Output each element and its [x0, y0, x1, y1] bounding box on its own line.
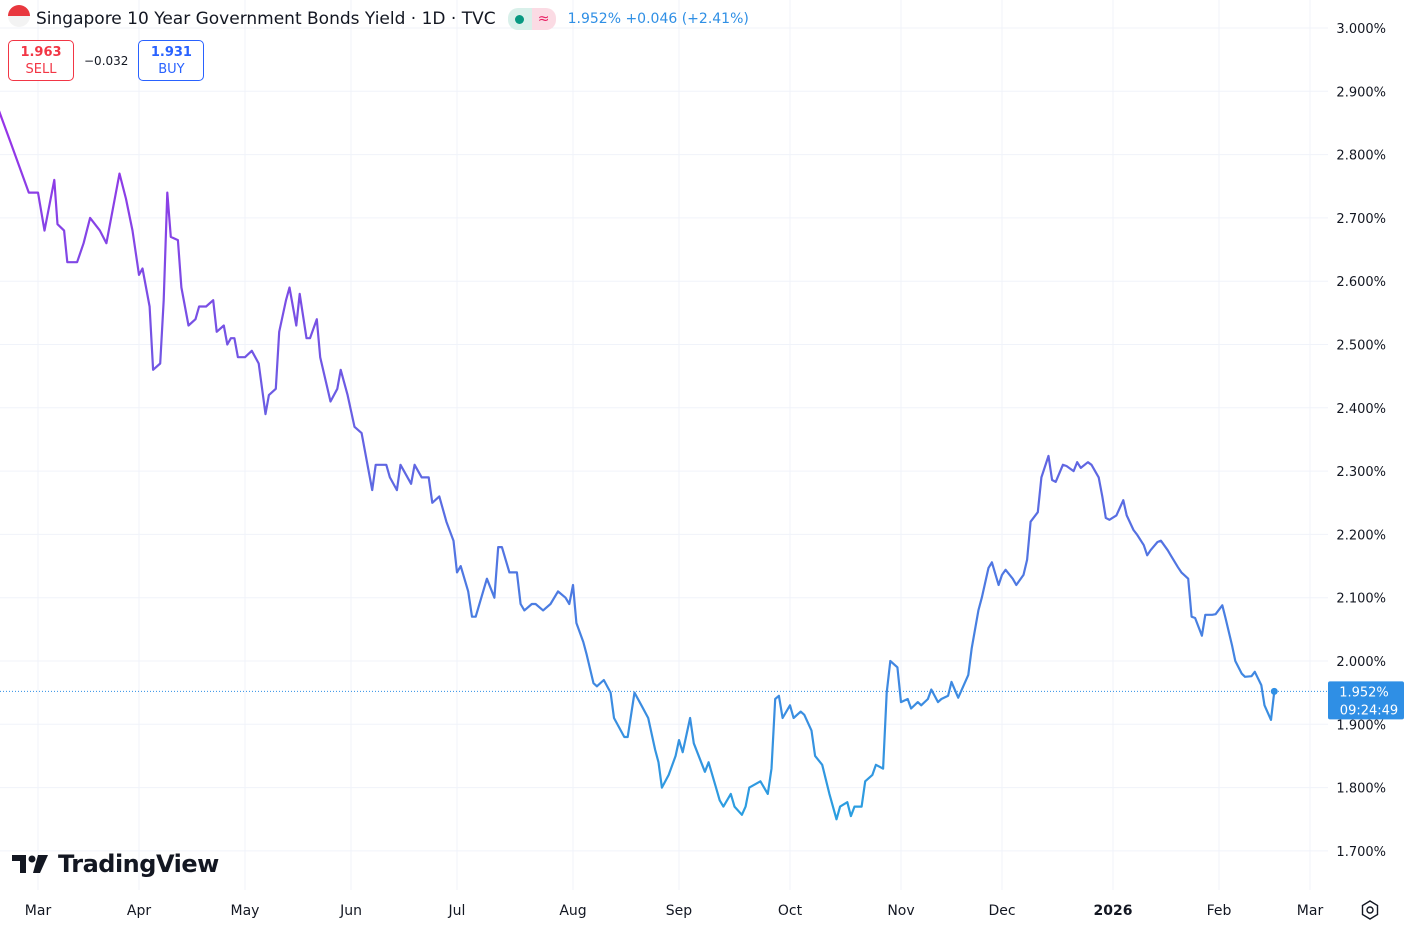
singapore-flag-icon — [8, 5, 30, 27]
sell-price: 1.963 — [20, 44, 62, 60]
x-tick-label: Jun — [339, 903, 362, 919]
symbol-header: Singapore 10 Year Government Bonds Yield… — [8, 5, 749, 30]
y-tick-label: 2.600% — [1336, 275, 1386, 290]
buy-button[interactable]: 1.931 BUY — [138, 40, 205, 81]
status-pill[interactable]: ≈ — [507, 8, 556, 30]
x-tick-label: Feb — [1207, 903, 1232, 919]
x-axis[interactable]: Mar Apr May Jun Jul Aug Sep Oct Nov Dec 2026 Feb Mar — [25, 903, 1324, 919]
x-tick-label: Dec — [988, 903, 1015, 919]
y-tick-label: 1.800% — [1336, 782, 1386, 797]
y-tick-label: 2.100% — [1336, 592, 1386, 607]
x-tick-label: Nov — [887, 903, 914, 919]
symbol-title[interactable]: Singapore 10 Year Government Bonds Yield… — [36, 9, 496, 29]
x-tick-label: Apr — [127, 903, 151, 919]
y-tick-label: 1.900% — [1336, 718, 1386, 733]
y-tick-label: 2.700% — [1336, 212, 1386, 227]
y-tick-label: 2.500% — [1336, 339, 1386, 354]
bar-countdown: 09:24:49 — [1340, 703, 1398, 718]
buy-label: BUY — [158, 61, 185, 77]
gear-icon[interactable] — [1360, 900, 1380, 920]
last-price-dot — [1270, 687, 1278, 695]
last-price-label: 1.952% 09:24:49 — [1328, 681, 1404, 720]
market-open-dot-icon[interactable] — [507, 8, 532, 30]
grid — [0, 0, 1328, 890]
spread-value: −0.032 — [84, 53, 129, 68]
delayed-data-icon[interactable]: ≈ — [531, 8, 556, 30]
x-tick-label: May — [231, 903, 260, 919]
y-tick-label: 3.000% — [1336, 22, 1386, 37]
y-axis[interactable]: 3.000% 2.900% 2.800% 2.700% 2.600% 2.500% 2.40… — [1336, 22, 1386, 860]
sell-button[interactable]: 1.963 SELL — [8, 40, 74, 81]
price-change-percent: (+2.41%) — [681, 11, 749, 27]
y-tick-label: 2.800% — [1336, 149, 1386, 164]
sell-label: SELL — [25, 61, 57, 77]
y-tick-label: 2.000% — [1336, 655, 1386, 670]
tradingview-mark-icon — [12, 855, 48, 873]
last-price-value: 1.952% — [1339, 685, 1389, 700]
last-quote: 1.952% +0.046 (+2.41%) — [568, 11, 749, 27]
y-tick-label: 2.300% — [1336, 465, 1386, 480]
trade-buttons: 1.963 SELL −0.032 1.931 BUY — [8, 40, 205, 81]
tradingview-logo[interactable]: TradingView — [12, 850, 219, 878]
buy-price: 1.931 — [150, 44, 192, 60]
x-tick-label: Sep — [666, 903, 693, 919]
y-tick-label: 2.400% — [1336, 402, 1386, 417]
x-tick-label: Mar — [1297, 903, 1324, 919]
last-price: 1.952% — [567, 11, 621, 27]
y-tick-label: 2.900% — [1336, 85, 1386, 100]
x-tick-label: Oct — [778, 903, 803, 919]
x-tick-label: Mar — [25, 903, 52, 919]
yield-line-series — [0, 110, 1276, 821]
y-tick-label: 1.700% — [1336, 845, 1386, 860]
x-tick-label: Aug — [559, 903, 586, 919]
x-tick-label: Jul — [448, 903, 466, 919]
y-tick-label: 2.200% — [1336, 528, 1386, 543]
price-change: +0.046 — [625, 11, 678, 27]
logo-text: TradingView — [58, 850, 219, 878]
x-tick-label: 2026 — [1094, 903, 1133, 919]
